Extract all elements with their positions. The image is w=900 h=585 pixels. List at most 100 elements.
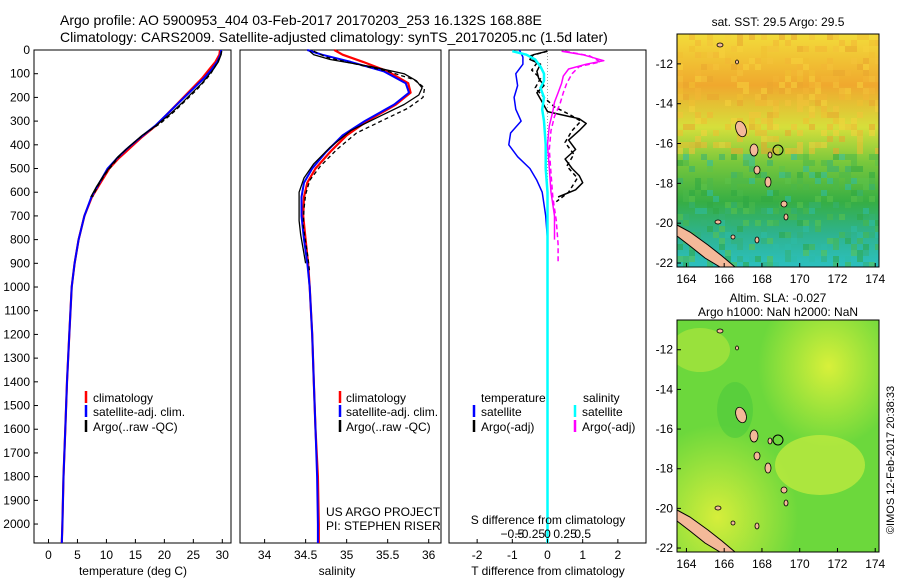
x-tick-label: 0 [45,548,52,562]
sst-x-ticks: 164 166 168 170 172 174 [676,263,886,286]
y-tick-label: 600 [10,185,30,199]
x-tick-label: -1 [507,548,518,562]
temperature-series-3 [91,51,223,198]
x-tick-label: 20 [158,548,172,562]
temperature-x-label: temperature (deg C) [79,564,187,578]
difference-legend-t-satellite: satellite [481,405,522,419]
difference-legend-s-argo: Argo(-adj) [582,420,635,434]
differences-series-5 [548,50,602,264]
sla-x-ticks: 164 166 168 170 172 174 [676,548,886,571]
y-tick-label: 500 [10,162,30,176]
map-y-tick-label: -12 [656,57,674,71]
difference-legend-t-argo: Argo(-adj) [481,420,534,434]
salinity-difference-tick-label: 0.25 [553,527,577,541]
sla-map-title-1: Altim. SLA: -0.027 [730,291,827,305]
y-tick-label: 1400 [3,375,30,389]
sla-islands [714,328,789,530]
sla-new-caledonia [677,509,736,552]
temperature-y-ticks: 0 100 200 300 400 500 600 700 800 900 1000 1100 1200… [3,43,38,531]
temperature-series [60,49,223,544]
y-tick-label: 1300 [3,351,30,365]
sst-map-panel: sat. SST: 29.5 Argo: 29.5 164 16 [656,15,886,286]
map-y-tick-label: -16 [656,137,674,151]
temperature-legend-climatology: climatology [93,391,153,405]
map-y-tick-label: -14 [656,382,674,396]
temperature-panel: 0 5 10 15 20 25 30 0 100 200 300 400 500 600 700 800 90… [3,43,232,578]
map-x-tick-label: 164 [676,557,696,571]
sst-map-title: sat. SST: 29.5 Argo: 29.5 [712,15,845,29]
temperature-legend-satellite: satellite-adj. clim. [93,405,185,419]
y-tick-label: 200 [10,90,30,104]
temperature-x-ticks: 0 5 10 15 20 25 30 [45,539,229,562]
differences-series-1 [529,50,587,198]
difference-panel: -2 -1 0 1 2 S difference from climatology −0… [448,49,647,578]
principal-investigator: PI: STEPHEN RISER [326,519,441,533]
map-x-tick-label: 168 [752,272,772,286]
salinity-series [298,49,426,543]
x-tick-label: 1 [579,548,586,562]
project-name: US ARGO PROJECT [326,505,441,519]
salinity-difference-tick-label: −0.25 [515,527,546,541]
salinity-legend: climatology satellite-adj. clim. Argo(..… [338,391,438,434]
map-x-tick-label: 168 [752,557,772,571]
salinity-legend-argo: Argo(..raw -QC) [346,420,431,434]
difference-legend-temperature-title: temperature [481,391,546,405]
x-tick-label: 30 [216,548,230,562]
x-tick-label: 36 [422,548,436,562]
difference-legend: temperature salinity satellite Argo(-adj… [472,391,635,434]
map-x-tick-label: 166 [714,557,734,571]
map-x-tick-label: 166 [714,272,734,286]
temperature-series-0 [60,49,222,544]
map-x-tick-label: 172 [827,272,847,286]
y-tick-label: 1100 [4,304,30,318]
y-tick-label: 2000 [3,517,30,531]
sst-map-frame [676,33,880,268]
salinity-legend-climatology: climatology [346,391,406,405]
y-tick-label: 700 [10,209,30,223]
salinity-x-label: salinity [319,564,356,578]
salinity-difference-label: S difference from climatology [471,513,626,527]
header-line2: Climatology: CARS2009. Satellite-adjuste… [60,29,608,45]
differences-series-2 [529,50,582,203]
x-tick-label: 2 [615,548,622,562]
salinity-plot-frame [239,49,442,544]
difference-legend-s-satellite: satellite [582,405,623,419]
x-tick-label: 0 [544,548,551,562]
map-y-tick-label: -18 [656,176,674,190]
x-tick-label: 35 [340,548,354,562]
salinity-difference-tick-label: 0 [544,527,551,541]
y-tick-label: 300 [10,114,30,128]
salinity-difference-tick-label: 0.5 [574,527,591,541]
map-x-tick-label: 164 [676,272,696,286]
map-y-tick-label: -12 [656,343,674,357]
map-y-tick-label: -18 [656,462,674,476]
y-tick-label: 800 [10,233,30,247]
salinity-series-1 [300,49,410,543]
map-y-tick-label: -20 [656,501,674,515]
salinity-panel: 34 34.5 35 35.5 36 salinity climatology sate… [239,49,442,578]
differences-series-4 [546,50,605,240]
map-y-tick-label: -16 [656,422,674,436]
y-tick-label: 100 [10,67,30,81]
temperature-series-1 [60,49,223,544]
x-tick-label: -2 [472,548,483,562]
sst-new-caledonia [677,224,736,267]
difference-legend-salinity-title: salinity [583,391,620,405]
sst-islands [714,42,789,244]
x-tick-label: 15 [129,548,143,562]
salinity-difference-tick-label: −0.5 [500,527,524,541]
sla-map-frame [676,319,880,553]
salinity-series-3 [302,50,426,273]
map-x-tick-label: 174 [865,557,885,571]
map-x-tick-label: 170 [790,557,810,571]
imos-credit: ©IMOS 12-Feb-2017 20:38:33 [885,386,897,534]
x-tick-label: 10 [100,548,114,562]
sla-argo-position [772,434,784,446]
header-line1: Argo profile: AO 5900953_404 03-Feb-2017… [60,12,542,28]
x-tick-label: 34.5 [294,548,318,562]
y-tick-label: 1900 [3,493,30,507]
y-tick-label: 400 [10,138,30,152]
x-tick-label: 25 [187,548,201,562]
difference-series [508,49,605,543]
